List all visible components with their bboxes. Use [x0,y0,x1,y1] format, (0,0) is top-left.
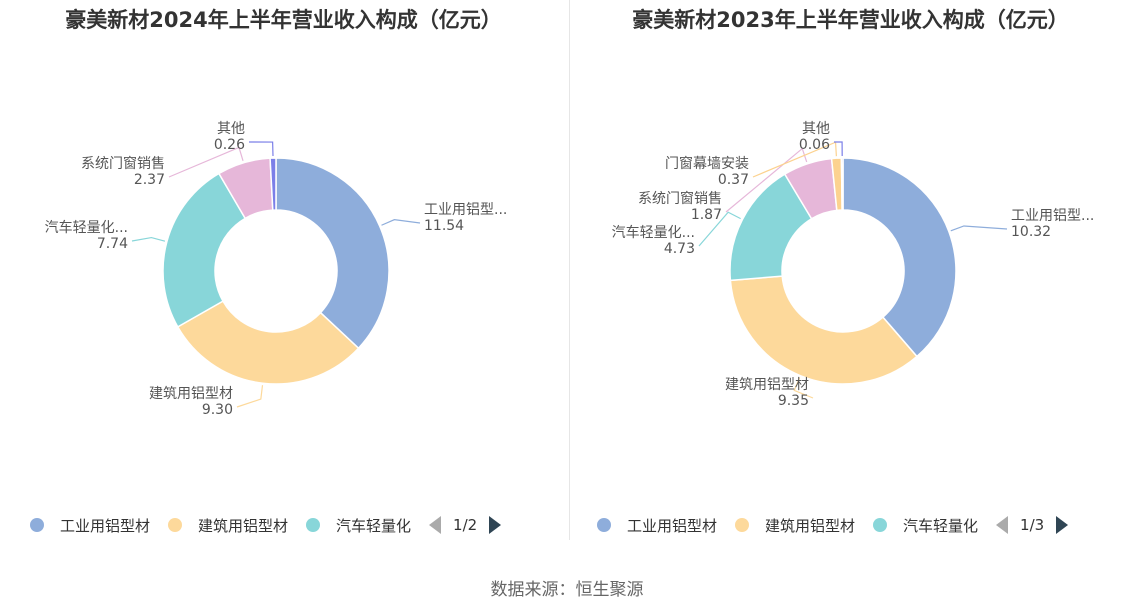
label-leader-line [793,377,814,399]
pie-slice[interactable] [269,157,277,211]
slice-label: 建筑用铝型材 [149,386,233,402]
legend-label: 建筑用铝型材 [765,516,856,535]
slice-value: 0.06 [799,137,830,153]
legend-marker-icon [597,518,611,532]
slice-label: 系统门窗销售 [81,155,165,172]
pie-slice[interactable] [842,157,957,358]
slice-value: 9.35 [778,393,809,409]
slice-value: 9.30 [202,402,233,418]
slice-label: 系统门窗销售 [638,190,722,207]
prev-page-icon[interactable] [429,516,442,534]
next-page-icon[interactable] [489,516,502,534]
legend-label: 汽车轻量化 [336,516,412,535]
slice-label: 其他 [802,121,830,137]
slice-label: 其他 [217,121,245,137]
chart-panel-2023: 豪美新材2023年上半年营业收入构成（亿元） 工业用铝型... 10.32 建筑用铝… [567,0,1134,560]
slice-value: 0.26 [214,137,245,153]
legend-pager: 1/2 [429,516,502,534]
slice-value: 11.54 [424,218,464,234]
pie-slice[interactable] [162,172,247,328]
label-leader-line [833,141,843,157]
legend-item[interactable]: 建筑用铝型材 [735,515,855,536]
slice-value: 1.87 [691,207,722,223]
legend-marker-icon [30,518,44,532]
legend-item[interactable]: 汽车轻量化 [306,515,411,536]
label-leader-line [381,219,421,226]
slice-label: 工业用铝型... [424,202,507,218]
legend-marker-icon [873,518,888,532]
legend-label: 工业用铝型材 [60,516,151,535]
slice-label: 汽车轻量化... [45,219,128,236]
slice-value: 4.73 [664,241,695,257]
legend-label: 建筑用铝型材 [198,516,289,535]
legend-page-indicator: 1/3 [1020,516,1045,534]
label-leader-line [168,146,244,178]
label-leader-line [698,211,741,247]
slice-value: 2.37 [134,172,165,188]
legend-page-indicator: 1/2 [453,516,478,534]
legend-item[interactable]: 汽车轻量化 [873,515,978,536]
slice-label: 汽车轻量化... [612,224,695,241]
legend: 工业用铝型材 建筑用铝型材 汽车轻量化 1/2 [30,514,502,536]
label-leader-line [236,385,264,408]
chart-title: 豪美新材2023年上半年营业收入构成（亿元） [632,8,1069,32]
pie-slice[interactable] [275,157,390,350]
slice-label: 门窗幕墙安装 [665,155,749,172]
slice-label: 建筑用铝型材 [725,377,809,393]
legend-marker-icon [735,518,750,532]
prev-page-icon[interactable] [996,516,1009,534]
legend-label: 工业用铝型材 [627,516,718,535]
legend-pager: 1/3 [996,516,1069,534]
pie-slice[interactable] [176,300,360,385]
panel-divider [569,0,570,540]
legend-marker-icon [306,518,321,532]
legend: 工业用铝型材 建筑用铝型材 汽车轻量化 1/3 [597,514,1069,536]
pie-slice[interactable] [729,275,918,385]
chart-title: 豪美新材2024年上半年营业收入构成（亿元） [65,8,502,32]
next-page-icon[interactable] [1056,516,1069,534]
slice-value: 10.32 [1011,224,1051,240]
label-leader-line [725,147,808,213]
pie-slice[interactable] [840,157,844,211]
chart-panel-2024: 豪美新材2024年上半年营业收入构成（亿元） 工业用铝型... 11.54 建筑用铝… [0,0,567,560]
label-leader-line [950,225,1008,232]
legend-marker-icon [168,518,183,532]
label-leader-line [248,141,274,157]
label-leader-line [131,236,166,242]
legend-item[interactable]: 工业用铝型材 [30,515,150,536]
slice-value: 0.37 [718,172,749,188]
legend-item[interactable]: 工业用铝型材 [597,515,717,536]
slice-value: 7.74 [97,236,128,252]
data-source-note: 数据来源：恒生聚源 [490,580,644,600]
legend-item[interactable]: 建筑用铝型材 [168,515,288,536]
slice-label: 工业用铝型... [1011,208,1094,224]
legend-label: 汽车轻量化 [903,516,979,535]
